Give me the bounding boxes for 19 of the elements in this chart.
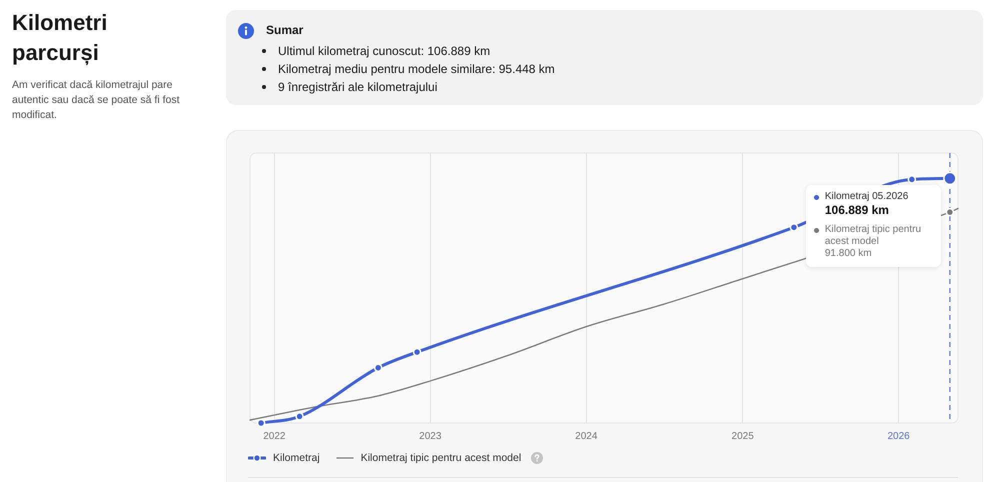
annotation: 91.800 km (824, 248, 873, 260)
annotation: Kilometraj 05.2026 (824, 191, 908, 204)
text: Kilometri parcurși (12, 9, 108, 68)
x-tick-label: 2023 (419, 430, 442, 442)
x-tick-label: 2026 (887, 430, 910, 442)
point (946, 208, 954, 216)
text: Ultimul kilometraj cunoscut: 106.889 km (278, 44, 490, 58)
legend-label: Kilometraj tipic pentru acest model (360, 452, 522, 464)
text: 9 înregistrări ale kilometrajului (278, 80, 438, 94)
x-tick-label: 2025 (732, 430, 754, 442)
text: Kilometraj mediu pentru modele similare: 95.448 km (278, 62, 555, 76)
x-tick-label: 2022 (263, 430, 286, 442)
annotation: 106.889 km (824, 203, 890, 218)
point (256, 418, 266, 428)
legend-label: Kilometraj (273, 452, 320, 464)
text: Sumar (266, 23, 304, 37)
text: Am verificat dacă kilometrajul pare autentic sau dacă se poate să fi fost modificat. (12, 78, 181, 123)
annotation: Kilometraj tipic pentru acest model (824, 224, 922, 248)
x-tick-label: 2024 (575, 430, 598, 442)
